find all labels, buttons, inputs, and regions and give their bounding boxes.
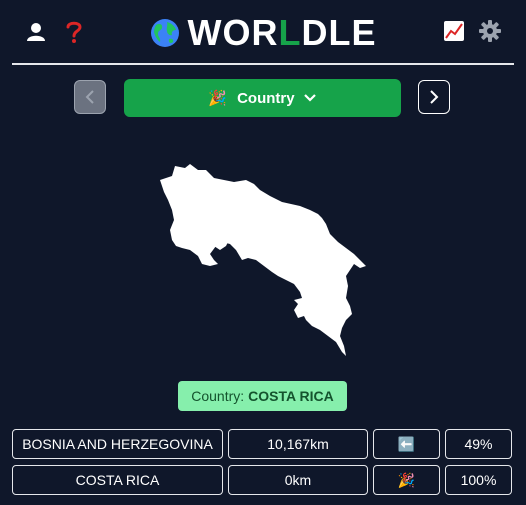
title-suffix: DLE [301,12,377,53]
guess-proximity: 49% [445,429,512,459]
chevron-right-icon [430,90,439,104]
guess-distance: 10,167km [228,429,368,459]
guess-proximity: 100% [445,465,512,495]
mode-label: Country [237,89,295,107]
chevron-down-icon [303,94,316,102]
mode-select-button[interactable]: 🎉 Country [124,79,401,117]
next-button[interactable] [418,80,450,114]
guess-row: BOSNIA AND HERZEGOVINA 10,167km ⬅️ 49% [12,429,512,459]
guess-country: COSTA RICA [12,465,223,495]
guess-row: COSTA RICA 0km 🎉 100% [12,465,512,495]
stats-icon[interactable] [442,19,466,43]
help-icon[interactable] [62,20,86,44]
country-outline-map [160,164,366,356]
guess-country: BOSNIA AND HERZEGOVINA [12,429,223,459]
guess-distance: 0km [228,465,368,495]
answer-value: COSTA RICA [248,388,334,404]
guess-direction-party-icon: 🎉 [373,465,440,495]
answer-banner: Country: COSTA RICA [178,381,347,411]
settings-icon[interactable] [478,19,502,43]
title-accent: L [278,12,302,53]
header: WORLDLE [12,0,514,65]
app-title: WORLDLE [12,12,514,54]
previous-button[interactable] [74,80,106,114]
user-icon[interactable] [24,20,48,44]
party-popper-icon: 🎉 [208,90,228,107]
chevron-left-icon [85,90,94,104]
guess-direction-arrow-left-icon: ⬅️ [373,429,440,459]
title-prefix: WOR [187,12,279,53]
globe-icon [150,19,179,47]
answer-label: Country: [191,388,245,404]
